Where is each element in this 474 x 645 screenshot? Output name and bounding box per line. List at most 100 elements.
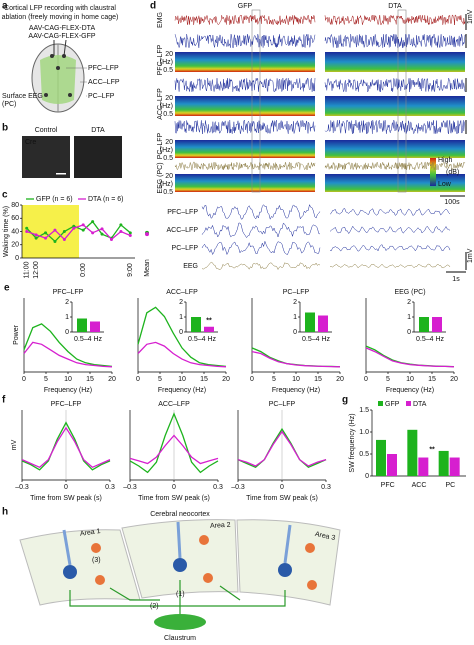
label: 15 xyxy=(428,376,436,383)
label: 12:00 xyxy=(33,261,40,279)
point xyxy=(119,223,123,227)
label: Area 3 xyxy=(314,531,336,542)
trace xyxy=(174,33,316,49)
point xyxy=(91,231,95,235)
series-line xyxy=(237,427,327,469)
point xyxy=(44,231,48,235)
label: 40 xyxy=(11,228,19,235)
label: 1 xyxy=(407,314,411,321)
trace xyxy=(174,14,316,26)
label: PC xyxy=(445,482,455,489)
inset-bar xyxy=(318,315,328,332)
label: Cre xyxy=(25,139,36,146)
label: 0.5–4 Hz xyxy=(416,336,445,343)
trace xyxy=(174,119,316,135)
label: 0.5–4 Hz xyxy=(74,336,103,343)
trace xyxy=(201,203,321,220)
label: PC–LFP xyxy=(157,132,164,159)
label: 1mV xyxy=(467,9,474,24)
label: 2 xyxy=(65,299,69,306)
label: GFP (n = 6) xyxy=(36,196,73,203)
label: AAV-CAG-FLEX-DTA xyxy=(29,25,96,32)
label: 15 xyxy=(314,376,322,383)
trace xyxy=(201,222,321,239)
point xyxy=(128,231,132,235)
light-period xyxy=(22,205,79,258)
label: 0 xyxy=(136,376,140,383)
label: (3) xyxy=(92,557,101,564)
bar xyxy=(449,457,460,476)
trace xyxy=(174,77,316,93)
label: Claustrum xyxy=(164,635,196,642)
label: 0.5 xyxy=(163,189,173,196)
label: 5 xyxy=(272,376,276,383)
label: 15 xyxy=(200,376,208,383)
label: 1mV xyxy=(467,248,474,263)
inset-bar xyxy=(77,318,87,332)
label: 0.3 xyxy=(321,484,331,491)
label: (Hz) xyxy=(160,147,173,154)
label: 0 xyxy=(172,484,176,491)
series-line xyxy=(21,421,111,471)
label: PFC–LFP xyxy=(51,401,82,408)
legend-swatch xyxy=(406,401,411,406)
label: High xyxy=(438,157,453,164)
label: DTA xyxy=(388,3,402,10)
label: 0.5–4 Hz xyxy=(302,336,331,343)
series-line xyxy=(251,350,341,368)
label: –0.3 xyxy=(15,484,29,491)
trace xyxy=(201,240,321,256)
series-line xyxy=(21,426,111,469)
label: Frequency (Hz) xyxy=(272,387,320,394)
trace xyxy=(329,244,451,252)
label: 0.5–4 Hz xyxy=(188,336,217,343)
label: 2 xyxy=(293,299,297,306)
label: Mean xyxy=(144,259,151,277)
point xyxy=(109,237,113,241)
label: EEG xyxy=(183,263,198,270)
series-line xyxy=(251,347,341,368)
inset-bar xyxy=(204,326,214,332)
label: PC–LFP xyxy=(172,245,199,252)
micrograph xyxy=(74,136,122,178)
bar xyxy=(418,457,429,476)
point xyxy=(81,228,85,232)
label: PFC xyxy=(381,482,395,489)
trace xyxy=(329,208,451,216)
label: 15 xyxy=(86,376,94,383)
trace xyxy=(324,33,466,49)
label: Frequency (Hz) xyxy=(44,387,92,394)
label: 0 xyxy=(407,329,411,336)
label: 5 xyxy=(386,376,390,383)
label: EEG (PC) xyxy=(394,289,425,296)
trace xyxy=(324,14,466,26)
series-line xyxy=(129,434,219,465)
trace xyxy=(174,161,316,171)
label: Frequency (Hz) xyxy=(158,387,206,394)
point xyxy=(34,233,38,237)
label: PFC–LFP xyxy=(157,44,164,75)
label: 1.0 xyxy=(359,429,369,436)
label: 10 xyxy=(178,376,186,383)
bar xyxy=(407,429,418,476)
bar xyxy=(376,439,386,476)
label: mV xyxy=(11,439,18,450)
label: 0.5 xyxy=(163,67,173,74)
label: Area 1 xyxy=(80,528,102,538)
series-line xyxy=(129,412,219,474)
label: 0 xyxy=(64,484,68,491)
label: (Hz) xyxy=(160,59,173,66)
label: PFC–LFP xyxy=(167,209,198,216)
label: 0 xyxy=(364,376,368,383)
label: 2 xyxy=(179,299,183,306)
series-line xyxy=(23,323,113,368)
label: ** xyxy=(206,318,212,325)
trace xyxy=(330,263,451,269)
label: 0.5 xyxy=(163,155,173,162)
label: Time from SW peak (s) xyxy=(30,495,102,502)
label: ACC–LFP xyxy=(88,79,120,86)
label: a xyxy=(2,1,8,12)
series-line xyxy=(137,341,227,368)
label: AAV-CAG-FLEX-GFP xyxy=(28,33,95,40)
label: 10 xyxy=(292,376,300,383)
